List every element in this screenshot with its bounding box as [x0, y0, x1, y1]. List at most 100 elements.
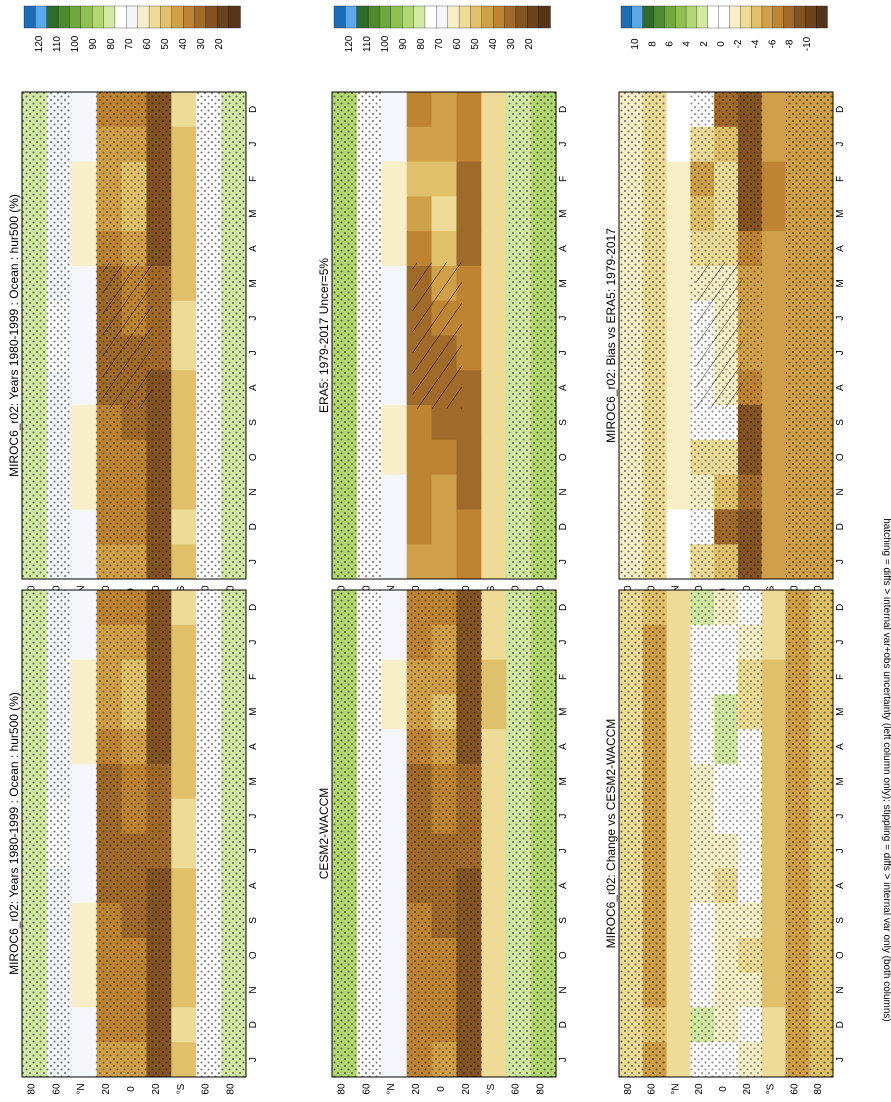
heat-cell — [381, 161, 408, 197]
month-tick-label: M — [248, 279, 259, 287]
heat-cell — [71, 659, 98, 695]
heat-cell — [666, 694, 691, 730]
colorbar-swatch — [80, 5, 93, 29]
heat-cell — [381, 405, 408, 441]
heat-cell — [171, 763, 197, 800]
heat-cell — [171, 937, 197, 974]
colorbar-label: 40 — [488, 38, 499, 50]
colorbar-label: 70 — [434, 38, 445, 50]
colorbar-swatch — [217, 5, 230, 29]
hatch-overlay — [412, 262, 462, 409]
month-tick-label: S — [835, 419, 846, 426]
colorbar-swatch — [23, 5, 37, 29]
month-tick-label: F — [835, 674, 846, 680]
panel-frame — [618, 589, 834, 1078]
heat-cell — [481, 763, 507, 800]
heat-cell — [171, 868, 197, 904]
colorbar-swatch — [527, 5, 540, 29]
colorbar-label: 90 — [398, 38, 409, 50]
colorbar-swatch — [816, 5, 828, 29]
heat-cell — [666, 1042, 691, 1078]
lat-tick-label: °N — [670, 1083, 681, 1094]
heat-cell — [666, 903, 691, 939]
colorbar-swatch — [493, 5, 506, 29]
month-tick-label: N — [248, 986, 259, 993]
colorbar-abs: 120 110 100 90 80 70 60 50 40 30 20 — [333, 5, 551, 52]
month-tick-label: J — [835, 848, 846, 853]
colorbar-label: 80 — [416, 38, 427, 50]
heat-cell — [71, 729, 98, 765]
colorbar-label: 50 — [470, 38, 481, 50]
heat-cell — [431, 161, 457, 197]
colorbar-swatch — [379, 5, 392, 29]
heat-cell — [666, 798, 691, 834]
lat-tick-label: 0 — [126, 1086, 137, 1092]
heat-cell — [666, 439, 691, 476]
heat-cell — [381, 1042, 408, 1078]
heat-cell — [666, 763, 691, 800]
stipple-overlay — [196, 590, 246, 1077]
panel-frame — [618, 91, 834, 580]
month-tick-label: F — [558, 674, 569, 680]
colorbar-swatch — [740, 5, 752, 29]
hatch-overlay — [102, 262, 152, 409]
colorbar-label: -6 — [768, 39, 779, 48]
heat-cell — [431, 92, 457, 128]
heat-cell — [71, 972, 98, 1008]
month-tick-label: O — [248, 951, 259, 959]
month-tick-label: J — [835, 350, 846, 355]
stipple-overlay — [332, 590, 382, 1077]
colorbar-swatch — [160, 5, 173, 29]
heat-cell — [481, 729, 507, 765]
stipple-overlay — [95, 590, 173, 1077]
heat-cell — [381, 370, 408, 406]
stipple-overlay — [22, 92, 72, 579]
colorbar-swatch — [685, 5, 698, 29]
heat-cell — [171, 1042, 197, 1078]
stipple-overlay — [619, 590, 667, 1077]
heat-cell — [481, 694, 507, 730]
heat-cell — [456, 92, 482, 128]
month-tick-label: D — [248, 1021, 259, 1028]
colorbar-label: 30 — [506, 38, 517, 50]
heat-cell — [71, 231, 98, 267]
colorbar-diff: 10 8 6 4 2 0 -2 -4 -6 -8 -10 — [620, 5, 828, 51]
heat-cell — [171, 405, 197, 441]
heat-cell — [481, 972, 507, 1008]
heat-cell — [481, 1007, 507, 1043]
heat-cell — [71, 544, 98, 580]
heat-cell — [481, 126, 507, 163]
colorbar-label: 120 — [344, 35, 355, 52]
heat-cell — [381, 509, 408, 545]
month-tick-label: A — [835, 743, 846, 750]
heat-cell — [71, 763, 98, 800]
month-tick-label: S — [248, 917, 259, 924]
colorbar-label: 90 — [88, 38, 99, 50]
heat-cell — [171, 300, 197, 336]
heat-cell — [171, 1007, 197, 1043]
heat-cell — [481, 509, 507, 545]
heat-cell — [481, 405, 507, 441]
heat-cell — [71, 161, 98, 197]
month-tick-label: J — [835, 142, 846, 147]
heat-cell — [171, 590, 197, 626]
heat-cell — [431, 544, 457, 580]
heat-cell — [71, 300, 98, 336]
heat-cell — [71, 335, 98, 371]
colorbar-swatch — [761, 5, 774, 29]
month-tick-label: A — [835, 384, 846, 391]
heat-cell — [406, 161, 433, 197]
heat-cell — [481, 196, 507, 232]
month-tick-label: N — [558, 488, 569, 495]
month-tick-label: A — [248, 245, 259, 252]
heat-cell — [481, 868, 507, 904]
heat-cell — [171, 903, 197, 939]
panel-title: ERA5: 1979-2017 Uncer=5% — [317, 258, 331, 413]
heat-cell — [71, 937, 98, 974]
heat-cell — [431, 474, 457, 510]
colorbar-swatch — [390, 5, 403, 29]
month-tick-label: A — [835, 245, 846, 252]
colorbar-label: -10 — [802, 36, 813, 51]
heat-cell — [71, 196, 98, 232]
heat-cell — [171, 729, 197, 765]
